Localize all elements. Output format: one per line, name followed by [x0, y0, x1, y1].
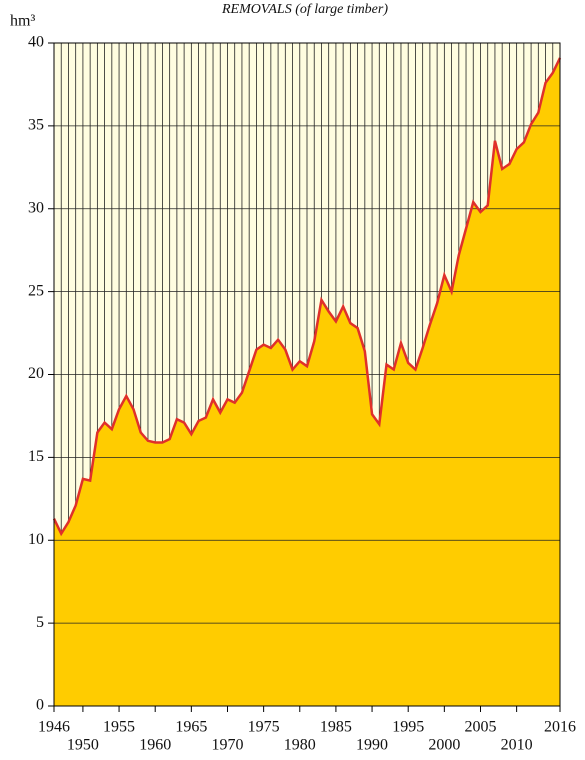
y-tick-label: 30: [28, 199, 44, 216]
line: [52, 57, 562, 537]
x-tick-label: 1960: [139, 737, 171, 754]
y-axis-label: hm³: [10, 13, 35, 30]
y-tick-label: 40: [28, 34, 44, 51]
chart-title: REMOVALS (of large timber): [221, 2, 388, 17]
x-tick-label: 1975: [248, 719, 280, 736]
y-tick-label: 25: [28, 282, 44, 299]
plot-border: [53, 42, 561, 707]
y-tick-label: 20: [28, 365, 44, 382]
x-tick-label: 2016: [544, 719, 576, 736]
x-tick-label: 1970: [211, 737, 243, 754]
x-tick-label: 1965: [175, 719, 207, 736]
x-tick-label: 1995: [392, 719, 424, 736]
x-tick-label: 2000: [428, 737, 460, 754]
x-tick-label: 1955: [103, 719, 135, 736]
area: [54, 57, 560, 707]
y-tick-label: 5: [36, 614, 44, 631]
y-tick-label: 10: [28, 531, 44, 548]
x-tick-label: 2005: [464, 719, 496, 736]
y-tick-label: 35: [28, 117, 44, 134]
x-tick-label: 1950: [67, 737, 99, 754]
y-tick-label: 0: [36, 697, 44, 714]
x-tick-label: 1985: [320, 719, 352, 736]
y-tick-label: 15: [28, 448, 44, 465]
x-tick-label: 1980: [284, 737, 316, 754]
x-tick-label: 1990: [356, 737, 388, 754]
x-tick-label: 2010: [501, 737, 533, 754]
x-tick-label: 1946: [38, 719, 70, 736]
